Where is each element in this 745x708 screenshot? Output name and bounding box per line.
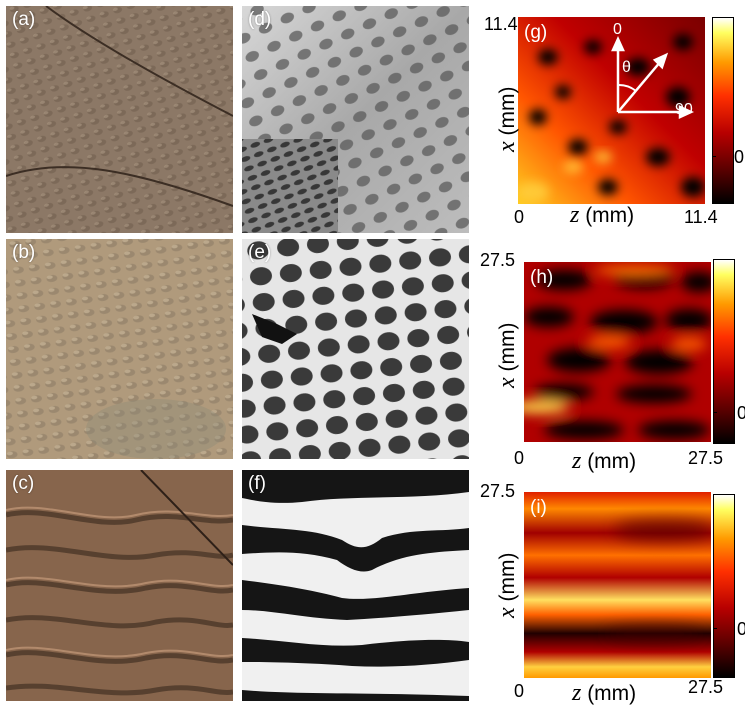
inset-ninety-label: 90 (675, 101, 693, 118)
photo-panel-a: (a) (6, 6, 233, 233)
i-cbar-tick-label: 0 (737, 619, 745, 639)
colorbar-i (713, 494, 735, 678)
panel-label-i: (i) (530, 497, 547, 518)
heatmap-i: (i) (524, 492, 711, 678)
g-x-var: z (570, 202, 580, 228)
colorbar-i-tick (713, 628, 717, 629)
gray-panel-d: (d) (242, 6, 469, 233)
panel-label-c: (c) (12, 473, 35, 494)
g-x-axis-label: z (mm) (570, 202, 634, 229)
h-y-var: x (494, 377, 520, 388)
colorbar-h-tick (713, 412, 717, 413)
heatmap-i-image (524, 492, 711, 678)
colorbar-g-tick (712, 156, 716, 157)
h-x-unit: (mm) (587, 450, 637, 473)
i-x-var: z (572, 680, 582, 706)
panel-label-b: (b) (12, 242, 36, 263)
g-x-left-tick: 0 (514, 207, 525, 227)
h-x-right-tick: 27.5 (688, 448, 724, 468)
i-y-axis-label: x (mm) (494, 553, 521, 618)
photo-panel-b: (b) (6, 239, 233, 459)
h-cbar-tick-label: 0 (737, 403, 745, 423)
heatmap-g-image (518, 17, 705, 204)
panel-label-h: (h) (530, 267, 554, 288)
h-x-var: z (572, 448, 582, 474)
i-y-top-tick: 27.5 (480, 481, 516, 501)
photo-a-image (6, 6, 233, 233)
h-y-axis-label: x (mm) (494, 323, 521, 388)
g-cbar-tick-label: 0 (734, 147, 745, 167)
panel-label-e: (e) (248, 242, 272, 263)
panel-label-a: (a) (12, 9, 36, 30)
gray-f-image (242, 470, 469, 701)
heatmap-h-image (524, 262, 711, 442)
i-y-var: x (494, 607, 520, 618)
g-y-top-tick: 11.4 (484, 14, 518, 34)
inset-zero-label: 0 (613, 21, 622, 38)
photo-panel-c: (c) (6, 470, 233, 701)
orientation-inset (611, 35, 695, 119)
photo-c-image (6, 470, 233, 701)
h-y-unit: (mm) (496, 322, 519, 372)
h-x-axis-label: z (mm) (572, 448, 636, 475)
heatmap-h: (h) (524, 262, 711, 442)
colorbar-h (713, 259, 735, 444)
heatmap-g: (g) 0 90 θ (518, 17, 705, 204)
gray-e-image (242, 239, 469, 459)
colorbar-g (712, 17, 734, 204)
h-x-left-tick: 0 (514, 448, 525, 468)
gray-d-image (242, 6, 469, 233)
photo-b-image (6, 239, 233, 459)
gray-panel-e: (e) (242, 239, 469, 459)
g-x-unit: (mm) (585, 204, 635, 227)
inset-theta-label: θ (622, 59, 631, 76)
panel-label-f: (f) (248, 473, 266, 494)
g-y-axis-label: x (mm) (494, 87, 521, 152)
i-x-left-tick: 0 (514, 681, 525, 701)
i-y-unit: (mm) (496, 552, 519, 602)
g-x-right-tick: 11.4 (684, 207, 718, 227)
panel-label-d: (d) (248, 9, 272, 30)
panel-label-g: (g) (524, 22, 548, 43)
i-x-right-tick: 27.5 (688, 677, 724, 697)
i-x-axis-label: z (mm) (572, 680, 636, 707)
g-y-var: x (494, 141, 520, 152)
gray-panel-f: (f) (242, 470, 469, 701)
g-y-unit: (mm) (496, 86, 519, 136)
h-y-top-tick: 27.5 (480, 250, 516, 270)
i-x-unit: (mm) (587, 682, 637, 705)
